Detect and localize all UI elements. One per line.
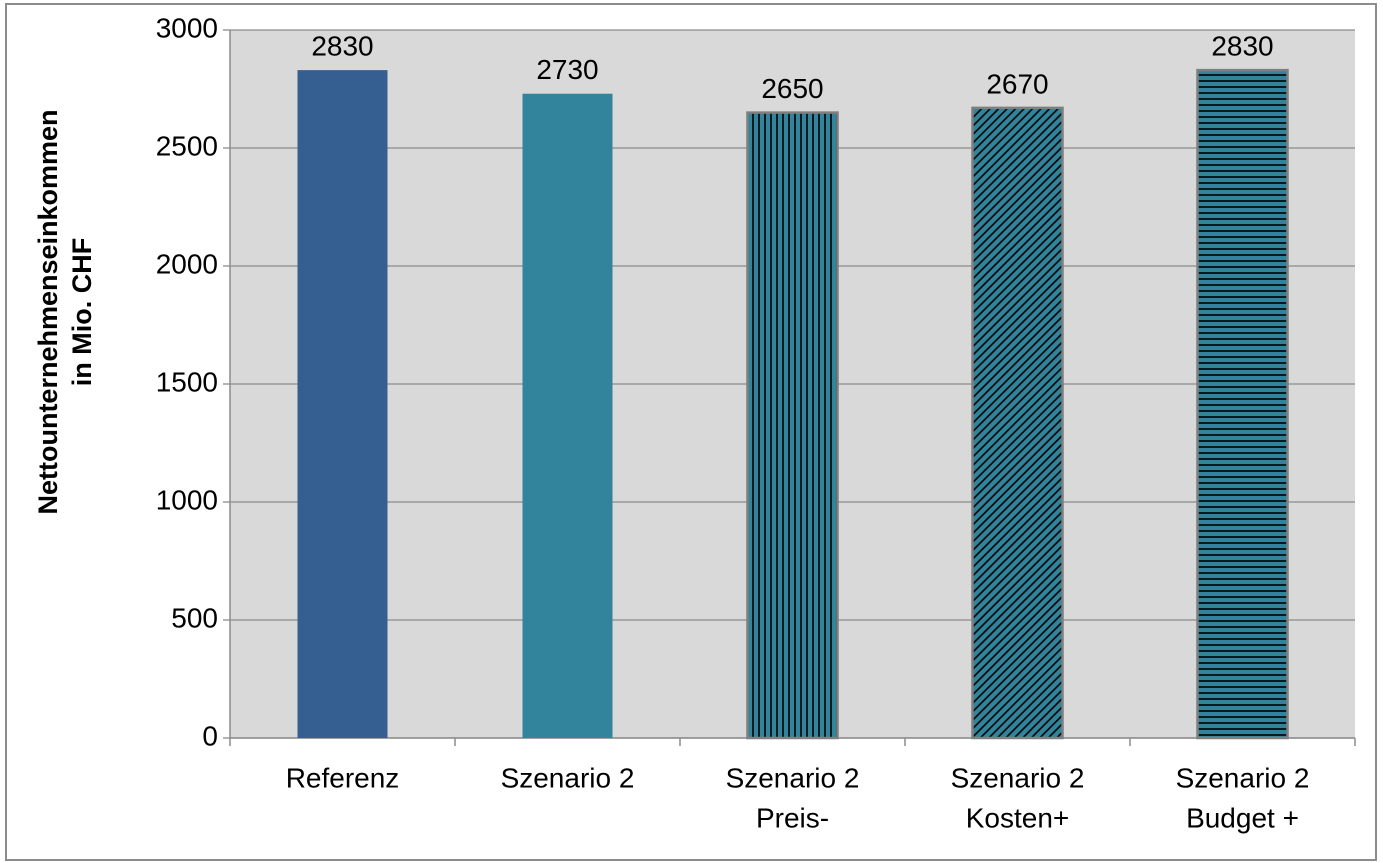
value-label: 2670 [986,68,1048,99]
bar [746,111,839,740]
bar [1196,68,1289,740]
bar [297,70,388,739]
x-tick-label: Kosten+ [966,802,1070,833]
y-tick-label: 1500 [156,366,218,397]
bar [971,106,1064,740]
x-tick-label: Szenario 2 [726,762,860,793]
y-tick-label: 0 [202,720,218,751]
y-tick-label: 2500 [156,130,218,161]
y-tick-label: 1000 [156,484,218,515]
y-axis-label: Nettounternehmenseinkommen [33,109,63,514]
y-tick-label: 3000 [156,12,218,43]
value-label: 2730 [536,54,598,85]
x-tick-label: Szenario 2 [951,762,1085,793]
bar [522,93,613,739]
x-tick-label: Szenario 2 [501,762,635,793]
frame [5,3,1377,861]
x-tick-label: Preis- [756,802,829,833]
y-tick-label: 500 [171,602,218,633]
value-label: 2830 [1211,31,1273,62]
x-tick-label: Budget + [1186,802,1299,833]
x-tick-label: Szenario 2 [1176,762,1310,793]
y-axis-label: in Mio. CHF [67,238,97,386]
x-tick-label: Referenz [286,762,400,793]
value-label: 2830 [311,31,373,62]
y-tick-label: 2000 [156,248,218,279]
value-label: 2650 [761,73,823,104]
